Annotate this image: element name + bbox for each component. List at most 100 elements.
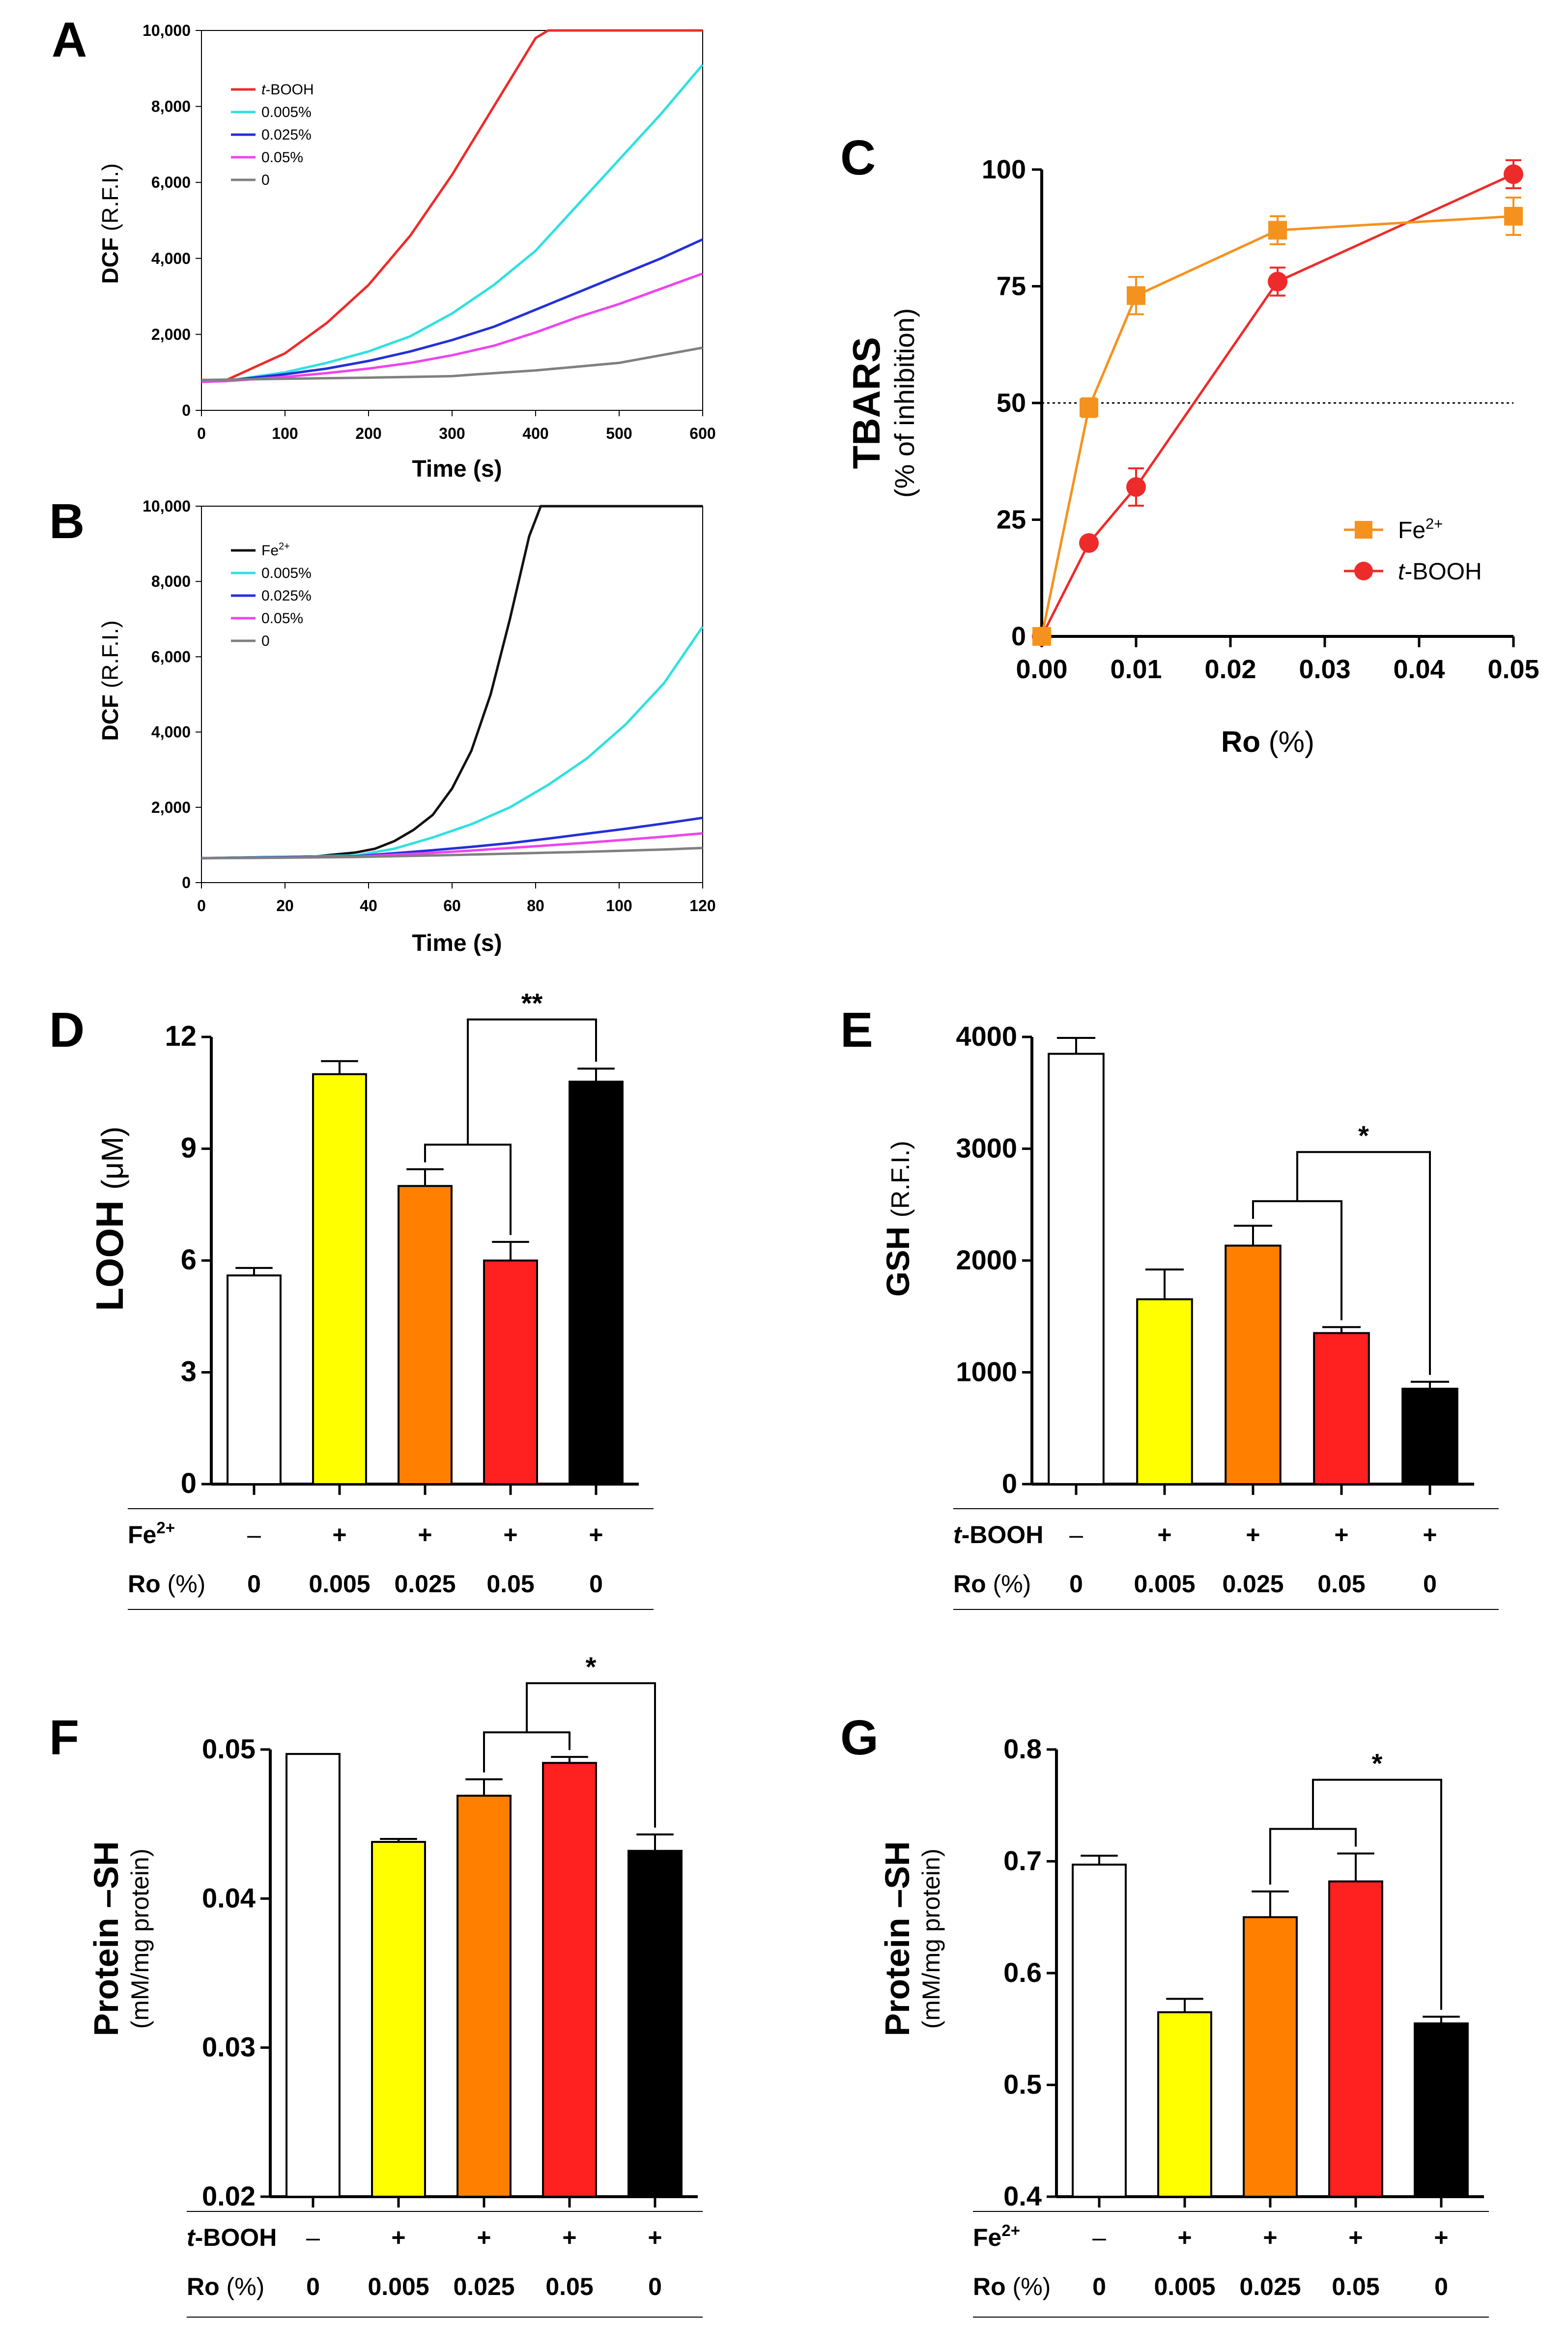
panel-f-y-tick-label: 0.04	[202, 1882, 256, 1913]
panel-b-series-line-1	[201, 626, 704, 860]
panel-b-y-unit: (R.F.I.)	[97, 620, 123, 688]
svg-text:DCF (R.F.I.): DCF (R.F.I.)	[97, 620, 123, 741]
panel-c-y-title: TBARS (% of inhibition)	[845, 308, 920, 498]
panel-a-legend-label: t-BOOH	[261, 82, 314, 98]
panel-a-y-tick-label: 10,000	[143, 22, 191, 39]
panel-e-row-label: t-BOOH	[953, 1521, 1043, 1548]
panel-d-y-unit: (μM)	[96, 1126, 130, 1190]
panel-a-x-tick-label: 400	[522, 425, 548, 442]
panel-b-legend-label: 0.005%	[261, 565, 312, 581]
panel-g-y-tick-label: 0.7	[1003, 1845, 1042, 1876]
panel-d-row-cell: +	[589, 1521, 603, 1548]
panel-d-row-cell: 0.05	[486, 1570, 534, 1598]
panel-e-row-cell: –	[1069, 1521, 1083, 1548]
panel-c-legend-label: Fe2+	[1398, 515, 1443, 544]
panel-f-significance-label: *	[586, 1651, 597, 1682]
panel-e-row-cell: 0	[1423, 1570, 1437, 1598]
panel-e-row-cell: 0	[1069, 1570, 1083, 1598]
panel-b-y-tick-label: 6,000	[151, 648, 191, 665]
panel-e-bar-0	[1048, 1053, 1105, 1485]
panel-g-bar-2	[1243, 1916, 1298, 2198]
panel-c-x-tick-label: 0.04	[1393, 655, 1445, 684]
panel-d-significance-label: **	[521, 987, 543, 1018]
panel-f-row-cell: 0	[648, 2273, 662, 2300]
panel-e-y-tick-label: 3000	[956, 1133, 1017, 1164]
panel-g-y-label: Protein –SH	[878, 1841, 916, 2036]
panel-a-x-tick-label: 300	[439, 425, 465, 442]
panel-d-y-title: LOOH (μM)	[88, 1126, 131, 1311]
panel-c-y-tick-label: 50	[997, 388, 1026, 418]
panel-letter-b: B	[49, 494, 85, 549]
panel-a-series-line-1	[201, 63, 704, 383]
panel-a-legend-label: 0.005%	[261, 104, 312, 120]
panel-d-bar-3	[483, 1260, 538, 1485]
panel-a-x-tick-label: 100	[272, 425, 298, 442]
panel-c-x-tick-label: 0.01	[1110, 655, 1162, 684]
panel-c-x-tick-label: 0.05	[1487, 655, 1539, 684]
panel-e-y-tick-label: 1000	[956, 1356, 1017, 1387]
panel-a-y-tick-label: 6,000	[151, 173, 191, 191]
panel-d-row-cell: –	[247, 1521, 261, 1548]
panel-g-bar-0	[1072, 1864, 1127, 2198]
panel-d-y-label: LOOH	[88, 1201, 131, 1311]
panel-c-y-tick-label: 75	[997, 272, 1026, 301]
panel-c-marker-square	[1127, 286, 1145, 305]
panel-a-y-tick-label: 2,000	[151, 325, 191, 343]
panel-d-y-tick-label: 9	[181, 1132, 197, 1164]
panel-e-row-cell: +	[1246, 1521, 1260, 1548]
panel-e-y-tick-label: 0	[1002, 1468, 1017, 1499]
panel-d-row-cell: +	[503, 1521, 517, 1548]
panel-a-y-unit: (R.F.I.)	[97, 163, 123, 231]
panel-c-marker-square	[1504, 207, 1523, 226]
panel-b-x-tick-label: 80	[527, 897, 544, 915]
panel-f-row-cell: 0.05	[545, 2273, 593, 2300]
panel-g-y-title: Protein –SH (mM/mg protein)	[878, 1841, 945, 2036]
panel-c-x-tick-label: 0.00	[1016, 655, 1067, 684]
panel-g-bracket-group	[1269, 1828, 1357, 1885]
panel-f-bar-4	[627, 1850, 683, 2198]
panel-g-y-tick-label: 0.4	[1003, 2180, 1042, 2211]
panel-a-legend-label: 0.025%	[261, 127, 312, 143]
panel-g-bar-1	[1157, 2011, 1212, 2198]
panel-d-bar-4	[569, 1081, 624, 1485]
panel-d-bracket-compare	[467, 1018, 597, 1145]
panel-b-y-tick-label: 2,000	[151, 799, 191, 816]
panel-d-row-cell: +	[418, 1521, 432, 1548]
panel-f-y-tick-label: 0.03	[202, 2032, 256, 2063]
panel-c-x-unit: (%)	[1269, 725, 1314, 758]
panel-b-y-label: DCF	[97, 694, 123, 741]
panel-b-x-tick-label: 0	[197, 897, 206, 915]
panel-c-marker-square	[1032, 627, 1051, 646]
panel-b-x-tick-label: 60	[443, 897, 461, 915]
panel-g-row-label: Fe2+	[973, 2221, 1020, 2251]
panel-b-legend-label: 0.05%	[261, 610, 303, 627]
panel-b-x-tick-label: 40	[360, 897, 377, 915]
panel-d-bar-0	[227, 1274, 282, 1485]
panel-g-bar-4	[1414, 2022, 1469, 2198]
panel-g-row-cell: +	[1348, 2224, 1363, 2251]
panel-b-plot-frame	[201, 506, 703, 883]
panel-f-row-label: Ro (%)	[187, 2273, 264, 2300]
panel-d-row-cell: 0	[247, 1570, 261, 1598]
panel-c-x-title: Ro (%)	[1221, 725, 1314, 758]
panel-d-y-tick-label: 3	[181, 1356, 197, 1388]
panel-f-row-cell: 0.005	[368, 2273, 429, 2300]
panel-a-y-tick-label: 8,000	[151, 98, 191, 115]
panel-d-row-cell: 0	[589, 1570, 603, 1598]
panel-b-y-tick-label: 0	[182, 874, 191, 891]
panel-d-bar-1	[312, 1073, 367, 1485]
panel-g-row-cell: 0	[1092, 2273, 1106, 2300]
panel-a-series-line-0	[201, 29, 703, 381]
panel-e-row-cell: 0.025	[1222, 1570, 1283, 1598]
panel-d-bar-2	[398, 1185, 453, 1485]
svg-text:DCF (R.F.I.): DCF (R.F.I.)	[97, 163, 123, 284]
panel-a-series-line-2	[201, 238, 704, 383]
panel-c-y-tick-label: 100	[982, 155, 1026, 184]
panel-d-row-label: Ro (%)	[128, 1570, 205, 1598]
panel-f-row-cell: 0.025	[453, 2273, 514, 2300]
panel-f-y-label: Protein –SH	[87, 1841, 125, 2036]
panel-b-y-tick-label: 10,000	[143, 497, 191, 515]
panel-e-y-tick-label: 2000	[956, 1244, 1017, 1275]
panel-g-y-tick-label: 0.8	[1003, 1733, 1042, 1764]
